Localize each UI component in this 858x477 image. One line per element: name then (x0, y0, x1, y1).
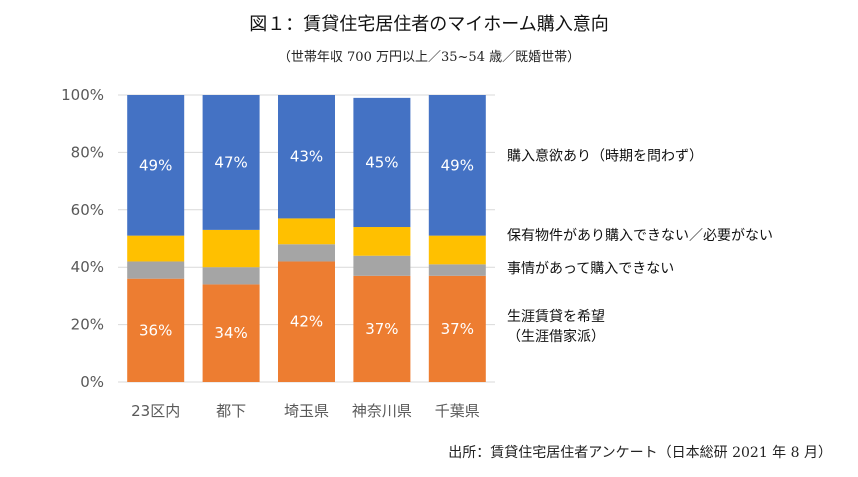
chart-subtitle: （世帯年収 700 万円以上／35~54 歳／既婚世帯） (277, 50, 581, 65)
bar-segment (202, 95, 260, 230)
x-tick-label: 千葉県 (435, 402, 480, 420)
bar-layer (127, 95, 486, 382)
bar-segment (353, 97, 411, 228)
data-label: 37% (441, 320, 474, 338)
source-note: 出所：賃貸住宅居住者アンケート（日本総研 2021 年 8 月） (448, 445, 832, 461)
bar-segment (353, 227, 411, 256)
bar-segment (428, 235, 486, 265)
y-tick-label: 40% (71, 258, 104, 276)
bar-segment (353, 275, 411, 382)
y-tick-label: 0% (80, 373, 104, 391)
bar-segment (278, 261, 335, 382)
legend-label: 購入意欲あり（時期を問わず） (507, 147, 703, 164)
bar-segment (202, 267, 260, 285)
data-label: 43% (290, 148, 323, 166)
bar-segment (428, 275, 486, 382)
label-layer: 36% 49% 23区内 34% 47% 都下 42% 43% 埼玉県 37% 45% 神奈川県 37%… (131, 148, 480, 420)
data-label: 49% (139, 156, 172, 174)
data-label: 47% (214, 153, 247, 171)
bar-segment (202, 284, 260, 382)
bar-segment (428, 95, 486, 236)
y-tick-label: 60% (71, 201, 104, 219)
bar-segment (127, 235, 185, 262)
legend-layer: 生涯賃貸を希望 （生涯借家派） 事情があって購入できない 保有物件があり購入できない／… (507, 147, 773, 345)
bar-segment (202, 229, 260, 268)
data-label: 37% (365, 320, 398, 338)
bar-segment (127, 261, 185, 279)
bar-segment (428, 264, 486, 276)
x-tick-label: 神奈川県 (352, 402, 412, 420)
data-label: 42% (290, 313, 323, 331)
bar-segment (278, 218, 335, 245)
legend-label: （生涯借家派） (507, 328, 605, 345)
data-label: 45% (365, 153, 398, 171)
legend-label: 事情があって購入できない (507, 261, 674, 277)
data-label: 49% (441, 156, 474, 174)
data-label: 34% (214, 324, 247, 342)
chart-title: 図１：賃貸住宅居住者のマイホーム購入意向 (249, 14, 609, 35)
bar-segment (127, 95, 185, 236)
bar-segment (353, 255, 411, 276)
bar-segment (127, 278, 185, 382)
y-tick-label: 100% (61, 86, 104, 104)
legend-label: 保有物件があり購入できない／必要がない (507, 228, 773, 244)
x-tick-label: 23区内 (131, 402, 180, 420)
legend-label: 生涯賃貸を希望 (507, 309, 605, 325)
x-tick-label: 埼玉県 (284, 402, 329, 420)
bar-segment (278, 95, 335, 219)
data-label: 36% (139, 321, 172, 339)
y-tick-label: 80% (71, 143, 104, 161)
x-tick-label: 都下 (216, 402, 246, 420)
bar-segment (278, 244, 335, 262)
y-tick-label: 20% (71, 316, 104, 334)
